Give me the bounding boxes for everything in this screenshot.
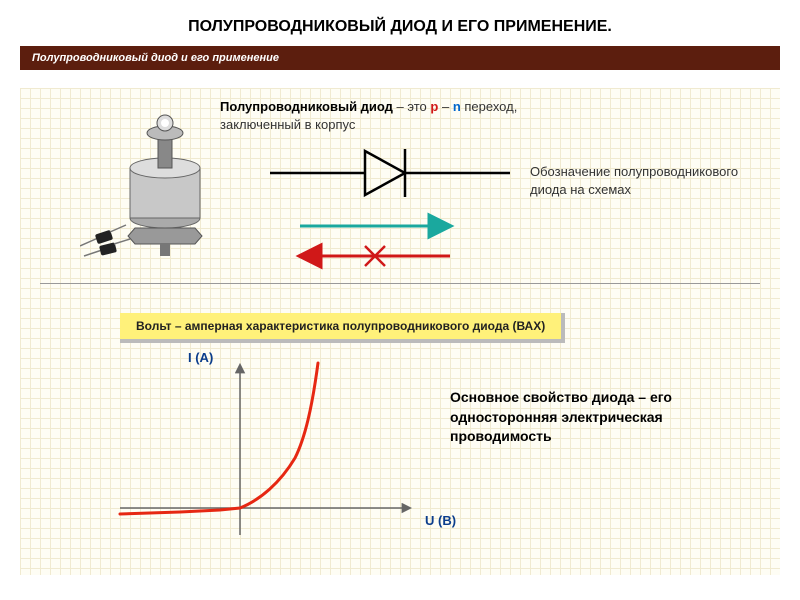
page-title: ПОЛУПРОВОДНИКОВЫЙ ДИОД И ЕГО ПРИМЕНЕНИЕ. [0, 0, 800, 46]
main-property-text: Основное свойство диода – его односторон… [450, 388, 730, 447]
diode-schematic-symbol [270, 143, 510, 203]
n-letter: n [453, 99, 461, 114]
definition-bold: Полупроводниковый диод [220, 99, 393, 114]
iv-chart [110, 353, 430, 543]
vac-title-box: Вольт – амперная характеристика полупров… [120, 313, 565, 343]
direction-arrows [270, 208, 510, 278]
definition-dash: – [438, 99, 452, 114]
header-bar: Полупроводниковый диод и его применение [20, 46, 780, 70]
definition-prefix: – это [393, 99, 430, 114]
definition-suffix: переход, [461, 99, 518, 114]
axis-label-u: U (В) [425, 513, 456, 528]
definition-text: Полупроводниковый диод – это p – n перех… [220, 98, 517, 134]
separator-line [40, 283, 760, 284]
diode-photo [80, 98, 220, 258]
schematic-label: Обозначение полупроводникового диода на … [530, 163, 750, 199]
content-area: Полупроводниковый диод – это p – n перех… [20, 88, 780, 575]
definition-line2: заключенный в корпус [220, 117, 355, 132]
